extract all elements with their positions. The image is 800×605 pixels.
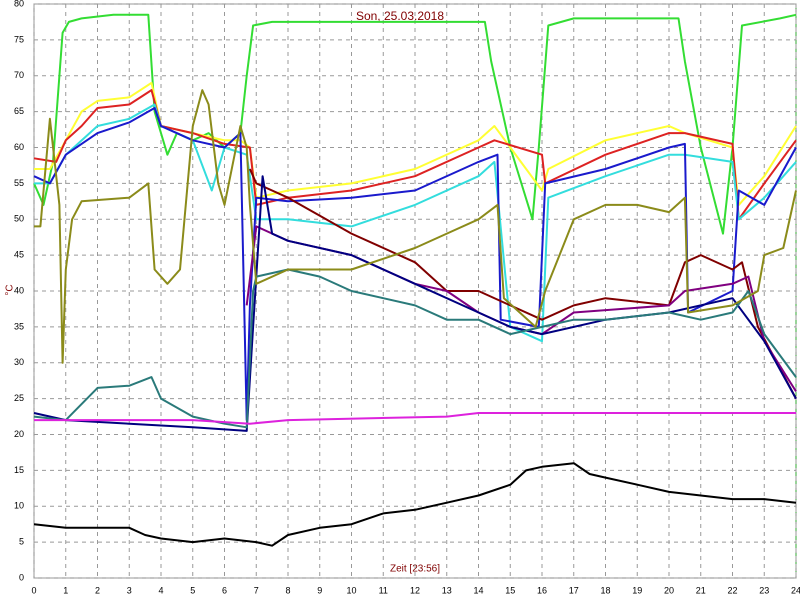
y-axis-label: °C	[5, 284, 16, 295]
y-tick-label: 25	[14, 393, 24, 403]
y-tick-label: 60	[14, 142, 24, 152]
x-tick-label: 9	[317, 585, 322, 595]
x-tick-label: 17	[569, 585, 579, 595]
series-line	[33, 13, 797, 235]
y-tick-label: 15	[14, 465, 24, 475]
x-tick-label: 14	[473, 585, 483, 595]
x-tick-label: 1	[63, 585, 68, 595]
y-tick-label: 75	[14, 34, 24, 44]
x-tick-label: 6	[222, 585, 227, 595]
y-tick-label: 30	[14, 357, 24, 367]
y-tick-label: 45	[14, 250, 24, 260]
series-line	[33, 268, 797, 429]
x-tick-label: 18	[600, 585, 610, 595]
x-tick-label: 2	[95, 585, 100, 595]
x-tick-label: 12	[410, 585, 420, 595]
series-line	[33, 89, 797, 221]
x-axis-label: Zeit [23:56]	[390, 564, 440, 575]
x-tick-label: 22	[727, 585, 737, 595]
y-tick-label: 80	[14, 0, 24, 8]
x-tick-label: 21	[696, 585, 706, 595]
series-line	[34, 81, 797, 206]
x-tick-label: 8	[285, 585, 290, 595]
x-tick-label: 5	[190, 585, 195, 595]
x-tick-label: 15	[505, 585, 515, 595]
x-tick-label: 20	[664, 585, 674, 595]
series-line	[34, 103, 797, 343]
series-line	[248, 168, 797, 400]
y-tick-label: 65	[14, 106, 24, 116]
x-tick-label: 24	[791, 585, 800, 595]
y-tick-label: 0	[19, 572, 24, 582]
y-tick-label: 10	[14, 501, 24, 511]
series-line	[34, 89, 797, 364]
series-line	[34, 412, 796, 425]
x-tick-label: 10	[346, 585, 356, 595]
x-tick-label: 7	[254, 585, 259, 595]
x-tick-label: 3	[127, 585, 132, 595]
y-tick-label: 35	[14, 321, 24, 331]
y-tick-label: 20	[14, 429, 24, 439]
x-tick-label: 0	[31, 585, 36, 595]
y-tick-label: 50	[14, 214, 24, 224]
y-tick-label: 55	[14, 178, 24, 188]
y-tick-label: 5	[19, 537, 24, 547]
series-line	[33, 462, 797, 547]
chart-title: Son, 25.03.2018	[356, 9, 444, 23]
x-tick-label: 11	[379, 585, 388, 595]
x-tick-label: 13	[442, 585, 452, 595]
x-tick-label: 16	[537, 585, 547, 595]
x-tick-label: 19	[632, 585, 642, 595]
y-tick-label: 70	[14, 70, 24, 80]
x-tick-label: 23	[759, 585, 769, 595]
x-tick-label: 4	[158, 585, 163, 595]
y-tick-label: 40	[14, 285, 24, 295]
